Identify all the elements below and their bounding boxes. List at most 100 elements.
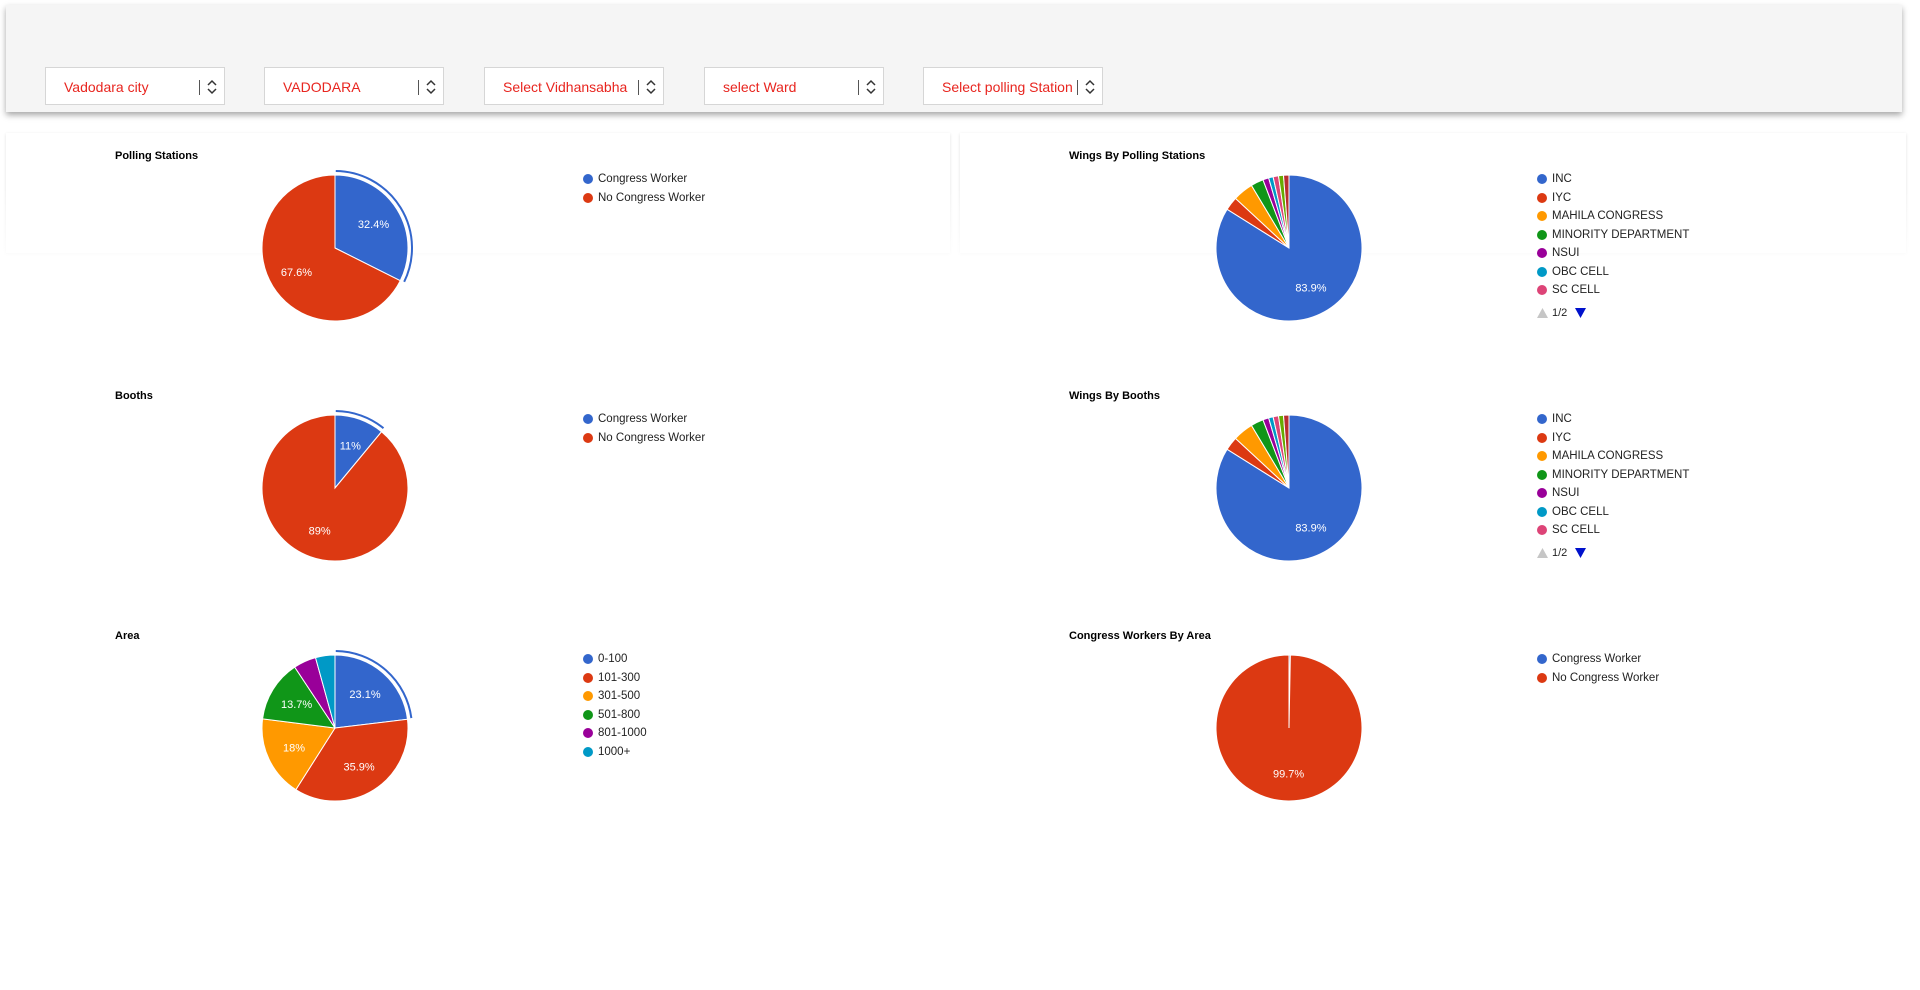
pie-slice-0-100[interactable] xyxy=(334,654,409,729)
slice-value-label: 89% xyxy=(309,526,331,538)
slice-highlight-ring xyxy=(335,170,413,283)
legend-swatch xyxy=(583,691,593,701)
pie-slice-congress-worker[interactable] xyxy=(334,174,409,282)
legend-label: NSUI xyxy=(1552,247,1580,259)
select-divider xyxy=(858,80,859,95)
legend-label: 0-100 xyxy=(598,653,628,665)
chart-title: Polling Stations xyxy=(115,150,199,162)
legend-label: 101-300 xyxy=(598,671,641,684)
legend-label: MINORITY DEPARTMENT xyxy=(1552,228,1690,241)
pie-chart: 99.7% xyxy=(1215,654,1363,802)
legend-swatch xyxy=(583,709,593,720)
filter-bar: Vadodara city VADODARA Select Vidhansabh… xyxy=(6,5,1902,112)
city-select-value: Vadodara city xyxy=(64,79,149,95)
legend-swatch xyxy=(1537,211,1547,221)
pie-slice-1000[interactable] xyxy=(314,654,336,729)
legend-label: 1000+ xyxy=(598,745,631,758)
slice-highlight-ring xyxy=(335,410,385,429)
select-divider xyxy=(638,80,639,95)
legend-swatch xyxy=(1537,229,1547,240)
panel-fade-left xyxy=(0,180,955,270)
slice-value-label: 18% xyxy=(283,742,305,754)
legend-swatch xyxy=(1537,654,1547,664)
pie-slice-no-congress-worker[interactable] xyxy=(261,414,409,562)
updown-caret-icon xyxy=(646,79,656,95)
slice-value-label: 11% xyxy=(340,440,361,452)
chart-area: Area 23.1% 35.9% 18% 13.7% 0-100 101-300 301-5… xyxy=(115,630,915,830)
slice-value-label: 99.7% xyxy=(1273,768,1304,780)
chart-title: Booths xyxy=(115,390,153,402)
legend-label: No Congress Worker xyxy=(598,191,706,204)
pie-chart: 83.9% xyxy=(1215,174,1363,322)
legend-label: OBC CELL xyxy=(1552,505,1609,518)
legend-swatch xyxy=(583,414,593,424)
legend-label: INC xyxy=(1552,413,1572,425)
legend-label: MAHILA CONGRESS xyxy=(1552,210,1664,222)
legend-swatch xyxy=(1537,192,1547,203)
chart-title: Area xyxy=(115,630,140,642)
pie-slice-no-congress-worker[interactable] xyxy=(261,174,401,322)
legend-swatch xyxy=(1537,248,1547,258)
slice-value-label: 35.9% xyxy=(344,761,375,773)
slice-value-label: 83.9% xyxy=(1295,283,1326,295)
chart-wings-by-polling-stations: Wings By Polling Stations 83.9% INC IYC MAH… xyxy=(1069,150,1869,350)
pie-slice-other-8[interactable] xyxy=(1282,414,1290,489)
vidhansabha-select-value: Select Vidhansabha xyxy=(503,79,628,95)
legend-label: MAHILA CONGRESS xyxy=(1552,450,1664,462)
pager-down-icon[interactable] xyxy=(1575,307,1586,318)
legend-swatch xyxy=(1537,451,1547,461)
district-select-value: VADODARA xyxy=(283,79,361,95)
chart-title: Wings By Booths xyxy=(1069,390,1160,402)
district-select[interactable]: VADODARA xyxy=(264,67,444,105)
legend-label: Congress Worker xyxy=(1552,653,1642,665)
legend-swatch xyxy=(583,432,593,443)
legend-swatch xyxy=(1537,672,1547,683)
slice-highlight-ring xyxy=(335,650,413,719)
updown-caret-icon xyxy=(866,79,876,95)
pie-slice-101-300[interactable] xyxy=(295,718,409,802)
pager-down-icon[interactable] xyxy=(1575,547,1586,558)
pager-up-icon[interactable] xyxy=(1537,307,1548,318)
legend-swatch xyxy=(583,746,593,757)
legend-label: Congress Worker xyxy=(598,173,688,185)
legend-swatch xyxy=(1537,525,1547,535)
city-select[interactable]: Vadodara city xyxy=(45,67,225,105)
updown-caret-icon xyxy=(426,79,436,95)
chart-title: Congress Workers By Area xyxy=(1069,630,1211,642)
legend-label: No Congress Worker xyxy=(598,431,706,444)
legend-swatch xyxy=(583,192,593,203)
legend-label: IYC xyxy=(1552,191,1572,204)
legend-swatch xyxy=(583,672,593,683)
select-divider xyxy=(1077,80,1078,95)
select-divider xyxy=(418,80,419,95)
vidhansabha-select[interactable]: Select Vidhansabha xyxy=(484,67,664,105)
chart-title: Wings By Polling Stations xyxy=(1069,150,1206,162)
legend-swatch xyxy=(1537,469,1547,480)
polling-station-select-value: Select polling Station xyxy=(942,79,1073,95)
ward-select[interactable]: select Ward xyxy=(704,67,884,105)
legend-label: SC CELL xyxy=(1552,524,1600,536)
legend-swatch xyxy=(1537,414,1547,424)
pie-slice-other-8[interactable] xyxy=(1282,174,1290,249)
legend-swatch xyxy=(1537,285,1547,295)
pager-up-icon[interactable] xyxy=(1537,547,1548,558)
legend-label: 501-800 xyxy=(598,708,641,721)
pie-chart: 23.1% 35.9% 18% 13.7% xyxy=(261,650,413,802)
legend-swatch xyxy=(1537,432,1547,443)
pie-slice-501-800[interactable] xyxy=(262,666,337,729)
chart-congress-workers-by-area: Congress Workers By Area 99.7% Congress W… xyxy=(1069,630,1869,830)
legend-swatch xyxy=(583,728,593,738)
legend-swatch xyxy=(1537,266,1547,277)
slice-value-label: 13.7% xyxy=(281,699,312,711)
slice-value-label: 67.6% xyxy=(281,267,312,279)
legend-label: No Congress Worker xyxy=(1552,671,1660,684)
legend-label: NSUI xyxy=(1552,487,1580,499)
pie-slice-301-500[interactable] xyxy=(261,718,336,791)
polling-station-select[interactable]: Select polling Station xyxy=(923,67,1103,105)
slice-value-label: 83.9% xyxy=(1295,523,1326,535)
pie-slice-no-congress-worker[interactable] xyxy=(1215,654,1363,802)
legend-swatch xyxy=(1537,506,1547,517)
legend-label: IYC xyxy=(1552,431,1572,444)
pie-chart: 11% 89% xyxy=(261,410,409,562)
legend-swatch xyxy=(1537,174,1547,184)
